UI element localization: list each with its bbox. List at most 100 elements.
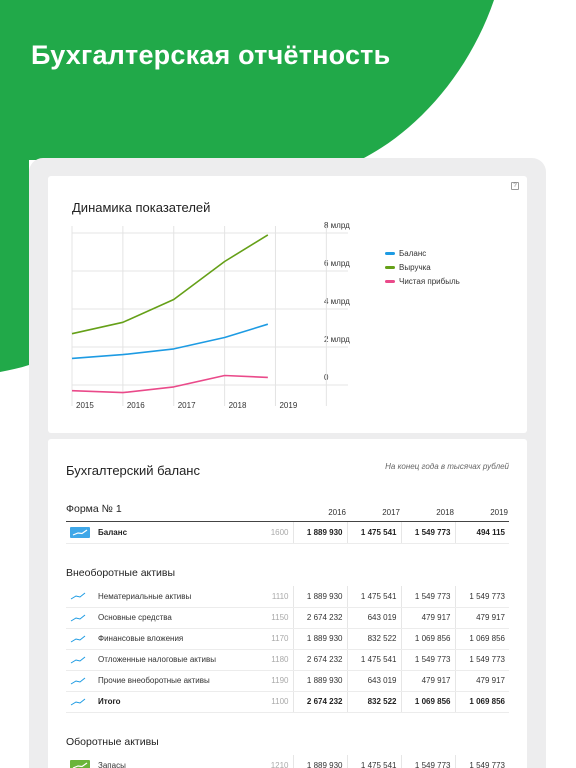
row-value: 832 522: [347, 691, 402, 713]
table-row[interactable]: Отложенные налоговые активы 1180 2 674 2…: [66, 649, 509, 671]
row-value: 2 674 232: [293, 649, 348, 671]
row-value: 1 549 773: [455, 755, 509, 768]
y-tick-label: 4 млрд: [324, 297, 350, 306]
row-value: 1 069 856: [401, 691, 456, 713]
table-row[interactable]: Основные средства 1150 2 674 232 643 019…: [66, 607, 509, 629]
trend-line-icon: [70, 592, 86, 600]
y-tick-label: 2 млрд: [324, 335, 350, 344]
x-tick-label: 2017: [178, 401, 196, 410]
row-icon-cell: [66, 586, 94, 608]
row-name: Финансовые вложения: [94, 628, 251, 650]
row-icon-cell: [66, 670, 94, 692]
trend-line-icon: [70, 698, 86, 705]
row-code: 1190: [251, 670, 294, 692]
table-row[interactable]: Баланс 1600 1 889 930 1 475 541 1 549 77…: [66, 522, 509, 544]
row-value: 479 917: [455, 670, 509, 692]
row-code: 1100: [251, 691, 294, 713]
row-code: 1110: [251, 586, 294, 608]
table-row[interactable]: Финансовые вложения 1170 1 889 930 832 5…: [66, 628, 509, 650]
row-value: 1 069 856: [401, 628, 456, 650]
section-title-current: Оборотные активы: [66, 736, 159, 748]
row-code: 1210: [251, 755, 294, 768]
row-value: 479 917: [401, 670, 456, 692]
legend-swatch: [385, 265, 395, 269]
year-header: 2017: [382, 508, 400, 517]
current-table: Запасы 1210 1 889 930 1 475 541 1 549 77…: [66, 755, 509, 768]
row-value: 479 917: [401, 607, 456, 629]
row-value: 1 069 856: [455, 628, 509, 650]
balance-title: Бухгалтерский баланс: [66, 463, 200, 478]
legend-item-revenue[interactable]: Выручка: [385, 260, 460, 274]
table-row[interactable]: Нематериальные активы 1110 1 889 930 1 4…: [66, 586, 509, 608]
row-name: Баланс: [94, 522, 251, 544]
row-value: 2 674 232: [293, 691, 348, 713]
row-value: 643 019: [347, 670, 402, 692]
row-value: 1 475 541: [347, 522, 402, 544]
chart-thumbnail-icon: [70, 759, 90, 768]
year-header: 2018: [436, 508, 454, 517]
legend-label: Чистая прибыль: [399, 276, 460, 286]
row-value: 479 917: [455, 607, 509, 629]
balance-note: На конец года в тысячах рублей: [385, 462, 509, 471]
row-value: 1 549 773: [401, 649, 456, 671]
trend-line-icon: [70, 635, 86, 642]
section-title-noncurrent: Внеоборотные активы: [66, 567, 176, 579]
summary-table: Баланс 1600 1 889 930 1 475 541 1 549 77…: [66, 522, 509, 544]
row-value: 1 889 930: [293, 670, 348, 692]
year-header: 2016: [328, 508, 346, 517]
row-name: Нематериальные активы: [94, 586, 251, 608]
y-tick-label: 8 млрд: [324, 221, 350, 230]
chart-legend: Баланс Выручка Чистая прибыль: [385, 246, 460, 288]
row-icon-cell: [66, 755, 94, 768]
row-value: 494 115: [455, 522, 509, 544]
row-icon-cell: [66, 607, 94, 629]
chart-thumbnail-icon: [70, 526, 90, 538]
row-name: Запасы: [94, 755, 251, 768]
legend-label: Баланс: [399, 248, 427, 258]
series-line-Баланс: [71, 323, 269, 360]
header-divider: [66, 521, 509, 522]
row-name: Итого: [94, 691, 251, 713]
table-row-total[interactable]: Итого 1100 2 674 232 832 522 1 069 856 1…: [66, 691, 509, 713]
year-header: 2019: [490, 508, 508, 517]
legend-label: Выручка: [399, 262, 431, 272]
row-icon-cell: [66, 649, 94, 671]
trend-line-icon: [70, 614, 86, 621]
balance-card: Бухгалтерский баланс На конец года в тыс…: [48, 439, 527, 768]
x-tick-label: 2019: [279, 401, 297, 410]
row-value: 1 069 856: [455, 691, 509, 713]
noncurrent-table: Нематериальные активы 1110 1 889 930 1 4…: [66, 586, 509, 713]
row-code: 1170: [251, 628, 294, 650]
row-name: Основные средства: [94, 607, 251, 629]
legend-item-net-profit[interactable]: Чистая прибыль: [385, 274, 460, 288]
legend-swatch: [385, 279, 395, 283]
series-line-Выручка: [71, 234, 269, 335]
trend-line-icon: [70, 677, 86, 684]
legend-item-balance[interactable]: Баланс: [385, 246, 460, 260]
row-value: 1 549 773: [401, 755, 456, 768]
table-row[interactable]: Прочие внеоборотные активы 1190 1 889 93…: [66, 670, 509, 692]
series-line-Чистая-прибыль: [71, 374, 268, 394]
row-name: Прочие внеоборотные активы: [94, 670, 251, 692]
help-icon[interactable]: ?: [511, 182, 519, 190]
row-value: 832 522: [347, 628, 402, 650]
page-title: Бухгалтерская отчётность: [31, 40, 391, 70]
chart-title: Динамика показателей: [72, 200, 211, 215]
x-tick-label: 2016: [127, 401, 145, 410]
row-icon-cell: [66, 691, 94, 713]
row-value: 1 889 930: [293, 755, 348, 768]
row-value: 1 475 541: [347, 586, 402, 608]
table-row[interactable]: Запасы 1210 1 889 930 1 475 541 1 549 77…: [66, 755, 509, 768]
form-title: Форма № 1: [66, 503, 122, 515]
row-value: 1 889 930: [293, 628, 348, 650]
row-value: 2 674 232: [293, 607, 348, 629]
row-code: 1150: [251, 607, 294, 629]
row-value: 1 889 930: [293, 522, 348, 544]
row-icon-cell: [66, 522, 94, 544]
y-tick-label: 6 млрд: [324, 259, 350, 268]
row-name: Отложенные налоговые активы: [94, 649, 251, 671]
row-value: 1 549 773: [401, 522, 456, 544]
